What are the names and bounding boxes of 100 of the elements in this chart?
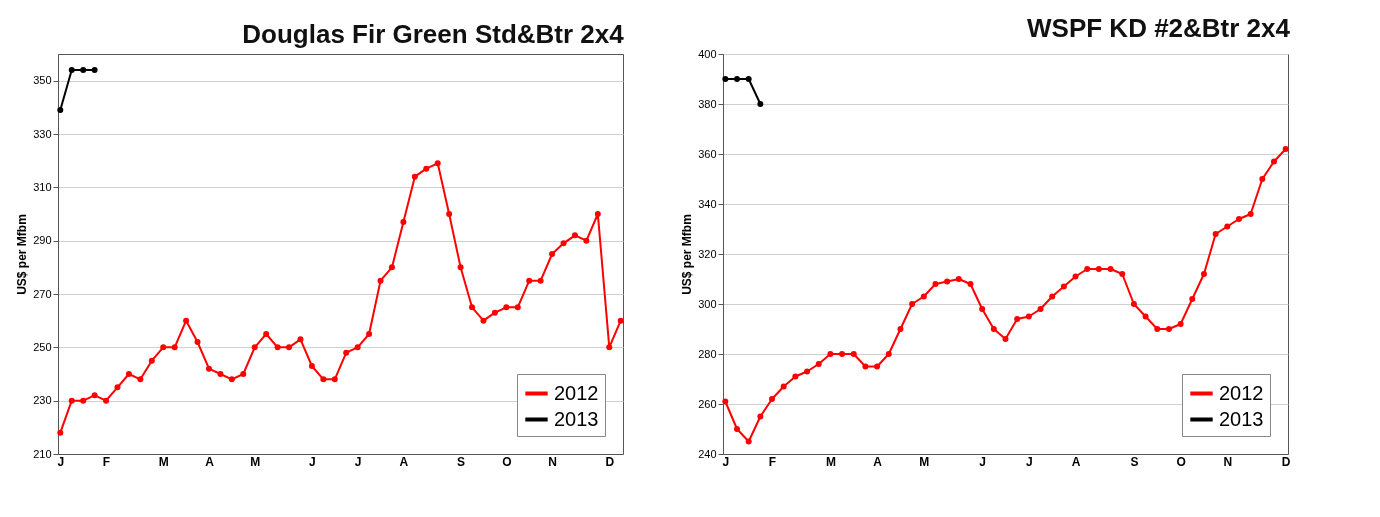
x-tick-label: J — [309, 454, 316, 469]
x-tick-label: A — [399, 454, 409, 469]
point — [491, 309, 498, 316]
point — [745, 438, 752, 445]
y-tick-label: 250 — [33, 340, 52, 353]
point — [125, 371, 132, 377]
point — [804, 368, 811, 375]
point — [411, 173, 418, 180]
x-tick-label: J — [57, 454, 65, 469]
point — [1142, 313, 1149, 320]
legend-label: 2012 — [1219, 381, 1264, 404]
point — [80, 397, 87, 404]
point — [594, 211, 601, 217]
point — [979, 306, 986, 312]
point — [1165, 326, 1172, 332]
point — [967, 281, 974, 287]
point — [68, 397, 75, 404]
point — [617, 317, 624, 324]
point — [990, 326, 997, 332]
point — [734, 76, 741, 82]
point — [57, 107, 64, 113]
y-axis-title: US$ per Mfbm — [680, 214, 695, 295]
point — [423, 165, 430, 172]
point — [571, 232, 578, 239]
y-tick-label: 210 — [33, 447, 52, 460]
point — [1154, 326, 1161, 332]
point — [1037, 306, 1044, 312]
point — [205, 365, 212, 372]
point — [839, 351, 846, 357]
x-tick-label: O — [1176, 454, 1186, 469]
point — [1130, 301, 1137, 307]
x-tick-label: A — [205, 454, 215, 469]
point — [1014, 316, 1021, 322]
point — [932, 281, 939, 287]
point — [274, 344, 281, 351]
point — [183, 317, 190, 324]
point — [606, 344, 613, 351]
y-tick-label: 300 — [698, 297, 717, 310]
point — [537, 277, 544, 284]
point — [388, 264, 395, 271]
x-tick-label: J — [354, 454, 362, 469]
point — [503, 304, 510, 311]
point — [160, 344, 167, 351]
point — [469, 304, 476, 311]
point — [745, 76, 752, 82]
point — [514, 304, 521, 311]
point — [734, 426, 741, 432]
point — [57, 429, 64, 436]
point — [792, 373, 799, 380]
x-tick-label: N — [1223, 454, 1233, 469]
x-tick-label: J — [979, 454, 986, 469]
y-tick-label: 270 — [33, 287, 52, 300]
point — [1060, 283, 1067, 290]
point — [722, 398, 729, 405]
point — [263, 331, 270, 337]
y-tick-label: 330 — [33, 127, 52, 140]
point — [757, 101, 764, 107]
point — [91, 67, 98, 73]
x-tick-label: S — [1130, 454, 1139, 469]
x-tick-label: D — [605, 454, 615, 469]
point — [434, 160, 441, 167]
point — [1200, 271, 1207, 277]
chart-title: Douglas Fir Green Std&Btr 2x4 — [242, 19, 625, 49]
y-tick-label: 380 — [698, 97, 717, 110]
x-tick-label: O — [502, 454, 512, 469]
point — [308, 363, 315, 369]
point — [480, 317, 487, 324]
point — [549, 251, 556, 257]
y-tick-label: 260 — [698, 397, 717, 410]
x-tick-label: F — [102, 454, 111, 469]
point — [297, 336, 304, 343]
point — [343, 349, 350, 356]
y-tick-label: 350 — [33, 74, 52, 87]
x-tick-label: D — [1281, 454, 1291, 469]
x-tick-label: A — [1071, 454, 1081, 469]
x-tick-label: M — [158, 454, 169, 469]
point — [114, 384, 121, 391]
point — [944, 278, 951, 285]
point — [366, 331, 373, 337]
point — [1025, 313, 1032, 320]
y-tick-label: 240 — [698, 447, 717, 460]
point — [1189, 296, 1196, 302]
point — [400, 219, 407, 225]
y-tick-label: 400 — [698, 47, 717, 60]
legend-label: 2013 — [1219, 407, 1264, 430]
point — [1212, 231, 1219, 237]
y-tick-label: 310 — [33, 180, 52, 193]
y-axis-title: US$ per Mfbm — [15, 214, 30, 295]
y-tick-label: 320 — [698, 247, 717, 260]
point — [68, 67, 75, 73]
legend-label: 2013 — [554, 407, 599, 430]
x-tick-label: N — [548, 454, 557, 469]
point — [874, 363, 881, 370]
y-tick-label: 360 — [698, 147, 717, 160]
point — [1107, 266, 1114, 272]
point — [1119, 271, 1126, 277]
point — [251, 344, 258, 351]
point — [331, 376, 338, 383]
x-tick-label: S — [457, 454, 466, 469]
point — [1002, 336, 1009, 342]
